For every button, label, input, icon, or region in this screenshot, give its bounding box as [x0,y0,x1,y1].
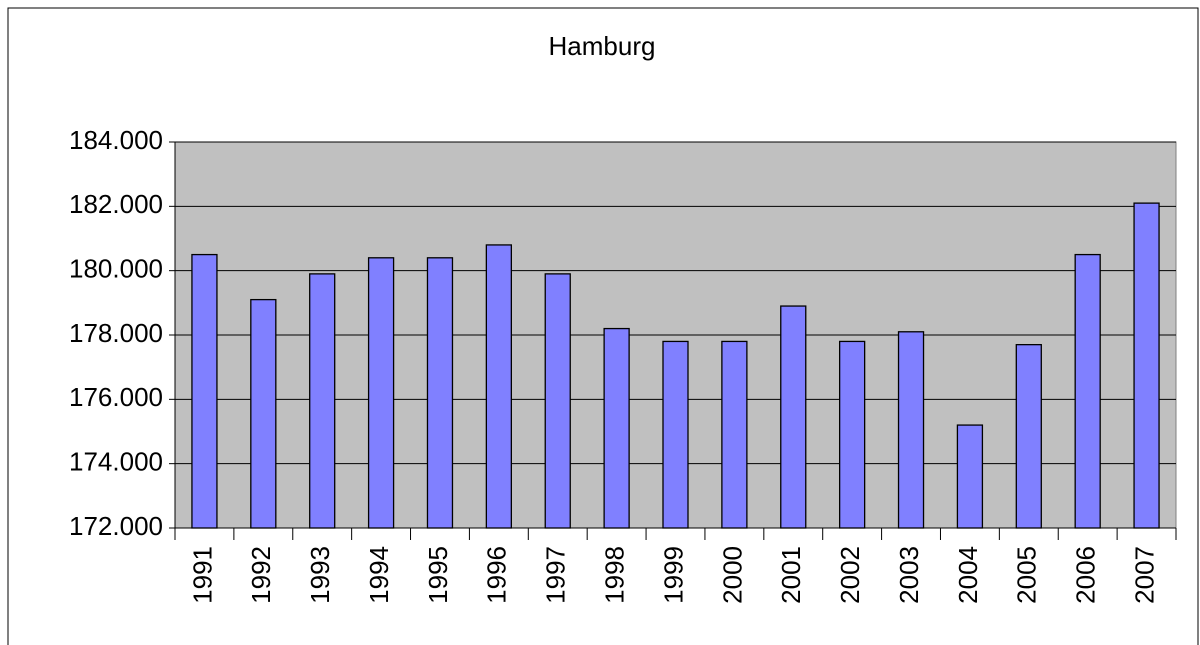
x-tick-label: 1999 [658,546,688,604]
x-tick-label: 1994 [364,546,394,604]
x-tick-label: 2002 [835,546,865,604]
y-tick-label: 178.000 [69,318,163,348]
bar [309,273,336,529]
x-tick-label: 1995 [423,546,453,604]
x-tick-label: 1993 [305,546,335,604]
y-tick-label: 176.000 [69,382,163,412]
y-tick-label: 180.000 [69,254,163,284]
x-tick-label: 2006 [1071,546,1101,604]
bar [485,244,513,529]
bar [956,424,984,529]
bar [544,273,571,529]
y-tick-label: 172.000 [69,511,163,541]
x-tick-label: 2003 [894,546,924,604]
x-tick-label: 1997 [541,546,571,604]
bar [721,340,748,529]
x-tick-label: 1998 [599,546,629,604]
bar [838,340,866,529]
x-tick-label: 2000 [717,546,747,604]
y-tick-label: 184.000 [69,125,163,155]
x-tick-label: 2001 [776,546,806,604]
x-tick-label: 1996 [482,546,512,604]
y-tick-label: 174.000 [69,447,163,477]
bar [367,257,395,529]
y-tick-label: 182.000 [69,189,163,219]
bar [780,305,807,529]
bar [250,298,277,529]
bar [1015,343,1042,529]
bar [1133,202,1160,529]
x-tick-label: 1992 [246,546,276,604]
chart-title: Hamburg [549,31,656,61]
bar [662,340,689,529]
x-tick-label: 2007 [1129,546,1159,604]
x-tick-label: 1991 [187,546,217,604]
bar [426,257,454,529]
bar [1074,253,1101,529]
x-tick-label: 2005 [1012,546,1042,604]
x-tick-label: 2004 [953,546,983,604]
bar [191,253,218,529]
bar [897,331,925,529]
bar [603,327,630,529]
